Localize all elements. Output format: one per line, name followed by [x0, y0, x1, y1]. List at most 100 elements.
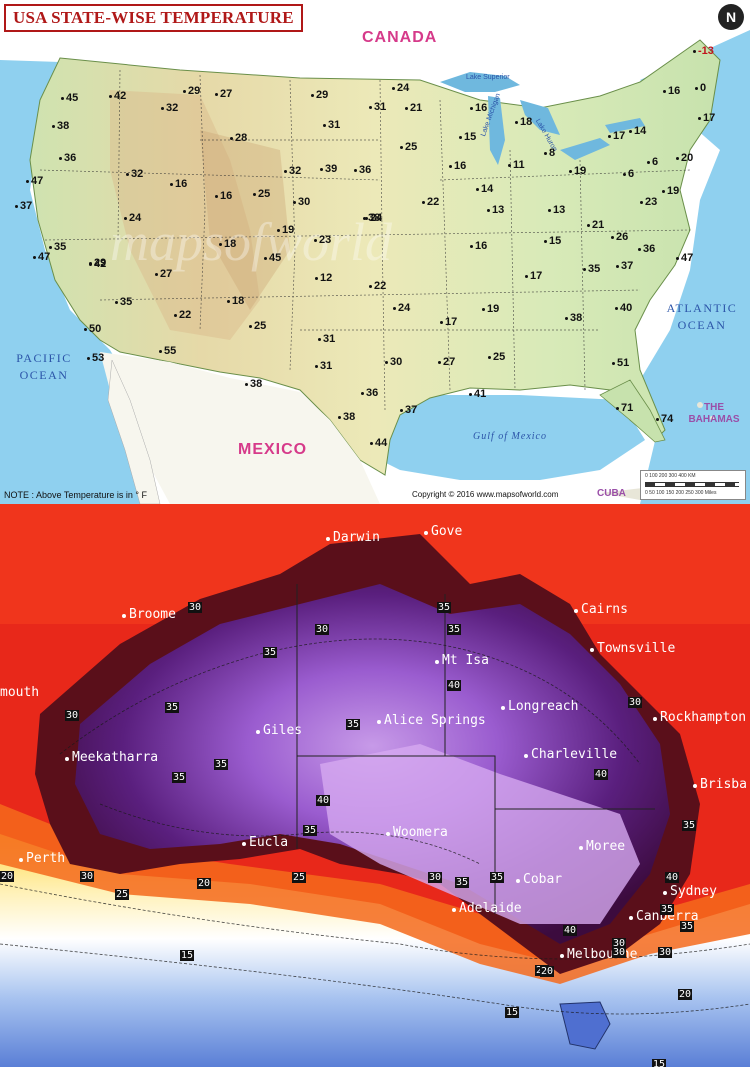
isotherm-label: 25	[115, 889, 130, 900]
city-label: Giles	[263, 723, 303, 738]
temperature-dot	[548, 209, 551, 212]
temperature-dot	[369, 106, 372, 109]
temperature-dot	[440, 321, 443, 324]
state-temperature-label: 24	[370, 212, 383, 224]
state-temperature-label: 31	[328, 119, 341, 131]
state-temperature-label: 74	[661, 413, 674, 425]
state-temperature-label: 50	[89, 323, 102, 335]
state-temperature-label: 47	[31, 175, 44, 187]
city-label: Eucla	[249, 835, 289, 850]
temperature-dot	[249, 325, 252, 328]
label-atlantic-ocean: ATLANTIC OCEAN	[666, 301, 738, 332]
state-temperature-label: 15	[464, 131, 477, 143]
state-temperature-label: 17	[445, 316, 458, 328]
isotherm-label: 40	[447, 680, 462, 691]
city-dot	[524, 754, 528, 758]
state-temperature-label: 44	[375, 437, 388, 449]
state-temperature-label: 25	[493, 351, 506, 363]
temperature-dot	[264, 257, 267, 260]
state-temperature-label: 53	[92, 352, 105, 364]
city-dot	[574, 609, 578, 613]
temperature-dot	[215, 93, 218, 96]
temperature-dot	[84, 328, 87, 331]
isotherm-label: 35	[455, 877, 470, 888]
temperature-dot	[449, 165, 452, 168]
temperature-dot	[59, 157, 62, 160]
isotherm-label: 30	[628, 697, 643, 708]
isotherm-label: 35	[263, 647, 278, 658]
state-temperature-label: 16	[475, 240, 488, 252]
australia-heat-map: Darwin Gove Broome Cairns Townsville Mt Isa mo…	[0, 504, 750, 1067]
temperature-dot	[361, 392, 364, 395]
svg-text:mapsofworld: mapsofworld	[110, 212, 393, 272]
city-label: Brisba	[700, 777, 747, 792]
temperature-dot	[323, 124, 326, 127]
temperature-dot	[183, 90, 186, 93]
city-dot	[579, 846, 583, 850]
city-dot	[326, 537, 330, 541]
temperature-dot	[616, 265, 619, 268]
temperature-dot	[155, 273, 158, 276]
isotherm-label: 30	[315, 624, 330, 635]
state-temperature-label: 22	[179, 309, 192, 321]
state-temperature-label: 47	[38, 251, 51, 263]
city-dot	[629, 916, 633, 920]
isotherm-label: 40	[563, 925, 578, 936]
isotherm-label: 35	[165, 702, 180, 713]
isotherm-label: 20	[0, 871, 15, 882]
temperature-dot	[115, 301, 118, 304]
state-temperature-label: 36	[643, 243, 656, 255]
city-label: Townsville	[597, 641, 676, 656]
state-temperature-label: 36	[366, 387, 379, 399]
isotherm-label: 35	[172, 772, 187, 783]
state-temperature-label: 55	[164, 345, 177, 357]
state-temperature-label: 32	[289, 165, 302, 177]
isotherm-label: 20	[197, 878, 212, 889]
label-cuba: CUBA	[597, 488, 626, 499]
city-dot	[435, 660, 439, 664]
city-label: Canberra	[636, 909, 699, 924]
state-temperature-label: 39	[325, 163, 338, 175]
city-label: Perth	[26, 851, 66, 866]
state-temperature-label: 14	[634, 125, 647, 137]
label-pacific-ocean: PACIFIC OCEAN	[16, 351, 72, 382]
isotherm-label: 40	[665, 872, 680, 883]
temperature-dot	[470, 245, 473, 248]
temperature-dot	[230, 137, 233, 140]
temperature-dot	[544, 152, 547, 155]
state-temperature-label: 16	[175, 178, 188, 190]
temperature-dot	[656, 418, 659, 421]
temperature-dot	[385, 361, 388, 364]
temperature-dot	[392, 87, 395, 90]
state-temperature-label: 17	[530, 270, 543, 282]
state-temperature-label: 31	[323, 333, 336, 345]
temperature-dot	[405, 107, 408, 110]
state-temperature-label: 17	[613, 130, 626, 142]
temperature-dot	[159, 350, 162, 353]
isotherm-label: 35	[680, 921, 695, 932]
city-label: Meekatharra	[72, 750, 159, 765]
usa-map-note: NOTE : Above Temperature is in ° F	[4, 490, 147, 500]
state-temperature-label: 6	[652, 156, 659, 168]
temperature-dot	[284, 170, 287, 173]
state-temperature-label: 40	[620, 302, 633, 314]
state-temperature-label: 45	[66, 92, 79, 104]
temperature-dot	[354, 169, 357, 172]
isotherm-label: 35	[346, 719, 361, 730]
state-temperature-label: 37	[621, 260, 634, 272]
city-dot	[65, 757, 69, 761]
temperature-dot	[52, 125, 55, 128]
state-temperature-label: 22	[427, 196, 440, 208]
temperature-dot	[320, 168, 323, 171]
temperature-dot	[293, 201, 296, 204]
state-temperature-label: 29	[94, 257, 107, 269]
city-dot	[501, 706, 505, 710]
state-temperature-label: 31	[320, 360, 333, 372]
state-temperature-label: 47	[681, 252, 694, 264]
state-temperature-label: 36	[359, 164, 372, 176]
label-gulf-of-mexico: Gulf of Mexico	[473, 431, 547, 442]
temperature-dot	[640, 201, 643, 204]
temperature-dot	[695, 87, 698, 90]
city-dot	[19, 858, 23, 862]
city-label: Alice Springs	[384, 713, 486, 728]
